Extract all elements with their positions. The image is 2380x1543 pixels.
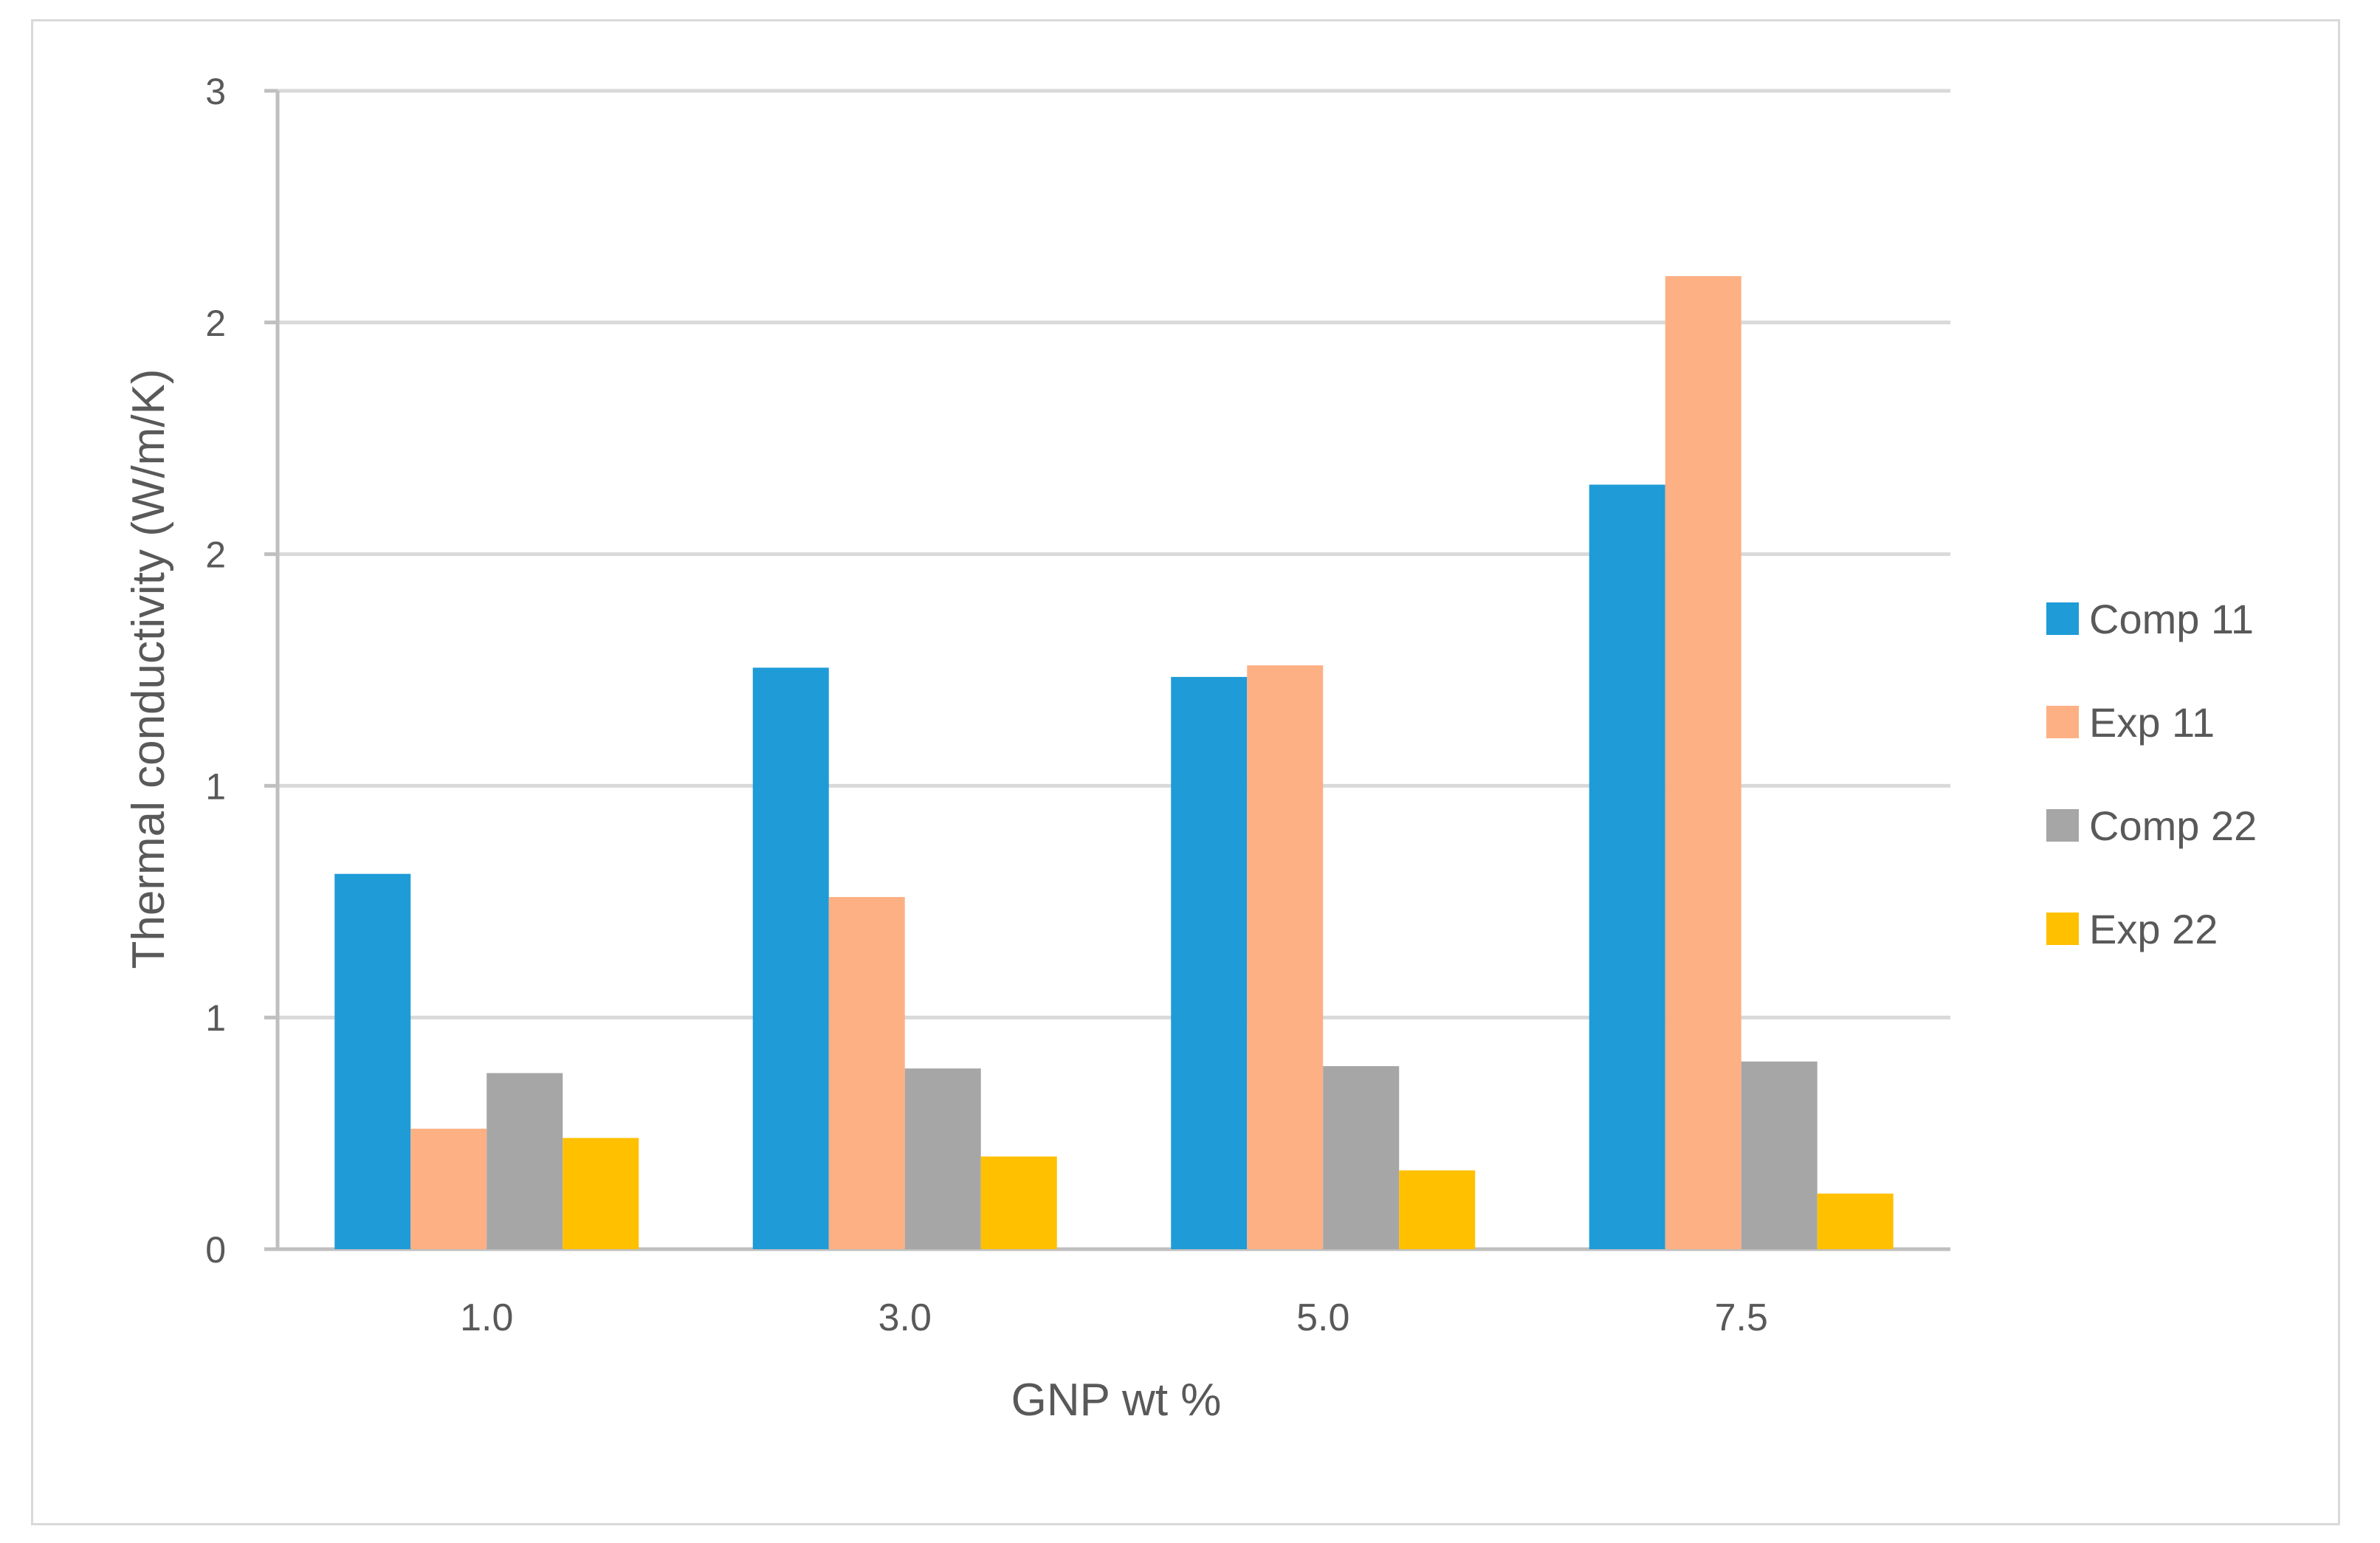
bar-comp-11-1.0	[334, 873, 411, 1249]
tick-labels: 0 1 1 2 2 3 1.0 3.0 5.0 7.5	[205, 71, 1768, 1339]
legend-swatch	[2046, 602, 2079, 635]
bar-exp-11-3.0	[828, 897, 905, 1249]
bar-comp-22-7.5	[1741, 1061, 1817, 1249]
legend-label: Comp 11	[2089, 596, 2254, 642]
bar-comp-22-3.0	[904, 1068, 981, 1249]
bars	[334, 276, 1894, 1250]
legend: Comp 11 Exp 11 Comp 22 Exp 22	[2046, 596, 2257, 952]
y-tick-label: 3	[205, 71, 226, 112]
bar-comp-22-1.0	[486, 1073, 563, 1249]
bar-comp-22-5.0	[1323, 1066, 1400, 1249]
legend-label: Exp 22	[2089, 906, 2218, 952]
legend-swatch	[2046, 913, 2079, 945]
y-tick-label: 1	[205, 997, 226, 1039]
legend-swatch	[2046, 809, 2079, 842]
y-axis-title: Thermal conductivity (W/m/K)	[123, 368, 174, 969]
y-tick-label: 1	[205, 766, 226, 807]
bar-comp-11-7.5	[1589, 484, 1665, 1250]
y-tick-label: 2	[205, 535, 226, 576]
y-tick-label: 0	[205, 1229, 226, 1271]
bar-exp-22-5.0	[1399, 1170, 1476, 1249]
bar-comp-11-5.0	[1171, 676, 1248, 1249]
bar-exp-11-1.0	[410, 1128, 487, 1249]
bar-comp-11-3.0	[752, 667, 829, 1249]
x-tick-label: 5.0	[1296, 1296, 1349, 1339]
bar-exp-22-7.5	[1817, 1193, 1894, 1249]
x-tick-label: 7.5	[1715, 1296, 1768, 1339]
x-tick-label: 1.0	[460, 1296, 513, 1339]
x-tick-label: 3.0	[878, 1296, 932, 1339]
legend-label: Exp 11	[2089, 699, 2215, 746]
legend-label: Comp 22	[2089, 803, 2257, 849]
bar-exp-11-7.5	[1665, 276, 1741, 1249]
bar-exp-22-1.0	[563, 1138, 639, 1249]
y-tick-label: 2	[205, 303, 226, 344]
bar-exp-22-3.0	[980, 1156, 1057, 1249]
legend-swatch	[2046, 706, 2079, 738]
bar-exp-11-5.0	[1247, 665, 1324, 1249]
x-axis-title: GNP wt %	[1011, 1375, 1222, 1426]
